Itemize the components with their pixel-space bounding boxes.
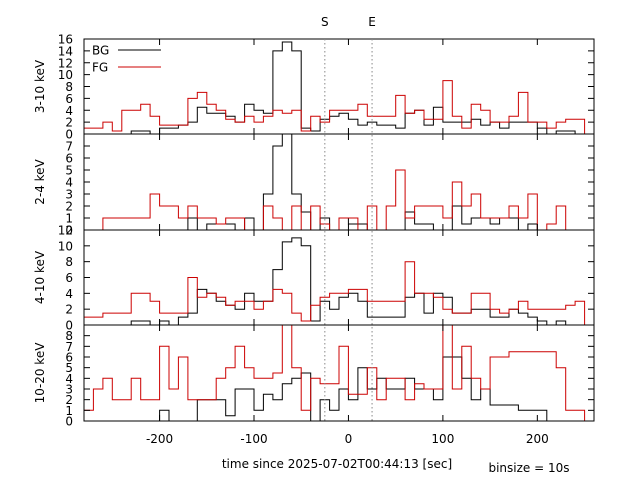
y-tick-label: 6: [65, 92, 73, 106]
y-tick-label: 10: [58, 68, 73, 82]
y-tick-label: 0: [65, 224, 73, 238]
y-tick-label: 2: [65, 303, 73, 317]
x-tick-label: -100: [240, 432, 267, 446]
y-axis-label: 10-20 keV: [33, 342, 47, 404]
end-marker-label: E: [368, 15, 376, 29]
series-bg-line: [84, 237, 594, 326]
y-tick-label: 7: [65, 340, 73, 354]
y-tick-label: 12: [58, 224, 73, 238]
start-marker-label: S: [321, 15, 329, 29]
series-bg-line: [84, 133, 594, 231]
y-tick-label: 14: [58, 44, 73, 58]
legend-label-fg: FG: [92, 61, 108, 75]
y-tick-label: 1: [65, 212, 73, 226]
y-tick-label: 8: [65, 329, 73, 343]
y-tick-label: 8: [65, 80, 73, 94]
series-fg-line: [84, 324, 594, 422]
y-tick-label: 4: [65, 104, 73, 118]
panel-frame: [83, 229, 595, 326]
y-axis-label: 3-10 keV: [33, 59, 47, 113]
y-tick-label: 3: [65, 383, 73, 397]
y-tick-label: 4: [65, 176, 73, 190]
y-axis-label: 2-4 keV: [33, 158, 47, 204]
y-tick-label: 16: [58, 33, 73, 47]
panel-frame: [83, 133, 595, 231]
y-tick-label: 0: [65, 415, 73, 429]
x-tick-label: 100: [431, 432, 454, 446]
legend-label-bg: BG: [92, 44, 109, 58]
y-tick-label: 2: [65, 393, 73, 407]
y-tick-label: 6: [65, 351, 73, 365]
panel-frame: [83, 38, 595, 135]
series-bg-line: [84, 41, 594, 135]
binsize-label: binsize = 10s: [488, 461, 569, 475]
y-tick-label: 0: [65, 128, 73, 142]
legend: BG FG: [92, 44, 161, 75]
y-tick-label: 4: [65, 287, 73, 301]
panel-frame: [83, 324, 595, 422]
y-tick-label: 4: [65, 372, 73, 386]
y-tick-label: 0: [65, 319, 73, 333]
y-tick-label: 7: [65, 140, 73, 154]
y-tick-label: 8: [65, 255, 73, 269]
series-fg-line: [84, 169, 594, 231]
y-tick-label: 2: [65, 116, 73, 130]
x-tick-label: 0: [345, 432, 353, 446]
y-tick-label: 2: [65, 200, 73, 214]
y-tick-label: 3: [65, 188, 73, 202]
x-axis-label: time since 2025-07-02T00:44:13 [sec]: [222, 457, 452, 471]
y-tick-label: 1: [65, 404, 73, 418]
y-tick-label: 10: [58, 239, 73, 253]
y-tick-label: 5: [65, 164, 73, 178]
x-tick-label: 200: [526, 432, 549, 446]
series-fg-line: [84, 80, 594, 135]
series-fg-line: [84, 261, 594, 326]
y-tick-label: 5: [65, 361, 73, 375]
y-tick-label: 6: [65, 152, 73, 166]
y-tick-label: 6: [65, 271, 73, 285]
y-axis-label: 4-10 keV: [33, 250, 47, 304]
y-tick-label: 12: [58, 56, 73, 70]
x-tick-label: -200: [146, 432, 173, 446]
